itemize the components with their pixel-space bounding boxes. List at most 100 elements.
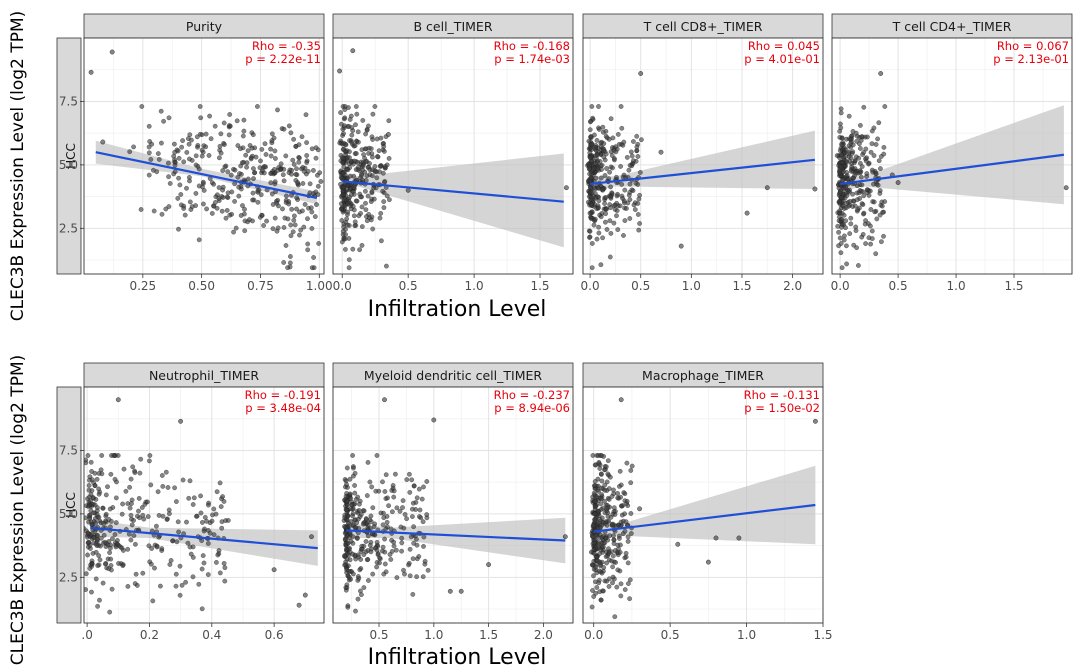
- data-point: [606, 550, 612, 556]
- data-point: [595, 152, 600, 158]
- data-point: [863, 156, 868, 162]
- data-point: [867, 188, 873, 194]
- data-point: [347, 476, 353, 482]
- confidence-band: [90, 519, 318, 566]
- data-point: [269, 191, 275, 197]
- data-point: [352, 470, 358, 476]
- data-point: [636, 227, 642, 233]
- x-tick-label: 1.0: [682, 279, 701, 293]
- data-point: [272, 215, 278, 221]
- data-point: [373, 545, 378, 551]
- data-point: [609, 558, 614, 564]
- data-point: [125, 584, 131, 589]
- data-point: [598, 501, 604, 507]
- data-point: [874, 216, 880, 222]
- data-point: [346, 149, 352, 155]
- data-point: [353, 151, 359, 156]
- data-point: [115, 453, 121, 458]
- data-point: [382, 536, 387, 542]
- data-point: [132, 541, 138, 547]
- data-point: [838, 250, 844, 256]
- x-tick-label: 0.5: [369, 628, 388, 642]
- data-point: [589, 265, 595, 271]
- data-point: [598, 495, 603, 501]
- data-point: [193, 153, 199, 159]
- data-point: [219, 208, 225, 214]
- y-axis: 2.5 5.0 7.5: [59, 443, 84, 584]
- data-point: [172, 162, 178, 168]
- data-point: [606, 584, 612, 589]
- data-point: [622, 218, 628, 224]
- data-point: [108, 545, 113, 551]
- data-point: [339, 218, 345, 223]
- outlier-point: [88, 69, 94, 75]
- data-point: [611, 533, 616, 539]
- data-point: [614, 584, 620, 590]
- data-point: [603, 151, 609, 157]
- data-point: [621, 139, 627, 145]
- data-point: [248, 155, 254, 161]
- data-point: [238, 163, 244, 169]
- data-point: [365, 525, 371, 531]
- data-point: [283, 193, 289, 199]
- data-point: [374, 539, 380, 545]
- data-point: [341, 164, 347, 170]
- data-point: [199, 566, 205, 572]
- data-point: [369, 173, 375, 179]
- data-point: [234, 118, 240, 124]
- data-point: [98, 543, 103, 549]
- data-point: [380, 479, 385, 485]
- data-point: [146, 543, 152, 549]
- data-point: [617, 483, 622, 489]
- data-point: [138, 456, 144, 462]
- outlier-point: [405, 187, 411, 193]
- x-tick-label: 2.0: [783, 279, 802, 293]
- data-point: [394, 575, 400, 580]
- outlier-point: [618, 397, 624, 403]
- data-point: [421, 534, 427, 540]
- data-point: [315, 183, 321, 189]
- data-point: [606, 486, 612, 491]
- data-point: [603, 207, 609, 212]
- data-point: [602, 173, 608, 178]
- data-point: [620, 531, 626, 537]
- data-point: [167, 181, 173, 186]
- data-point: [98, 535, 104, 541]
- data-point: [300, 165, 306, 170]
- data-point: [294, 166, 299, 172]
- data-point: [344, 498, 350, 504]
- data-point: [147, 453, 153, 458]
- data-point: [410, 500, 416, 506]
- data-point: [589, 195, 594, 201]
- data-point: [259, 146, 265, 152]
- data-point: [216, 196, 222, 201]
- data-point: [588, 201, 594, 207]
- data-point: [626, 581, 631, 586]
- data-point: [163, 469, 169, 475]
- data-point: [594, 236, 600, 242]
- data-point: [614, 174, 619, 180]
- data-point: [213, 511, 219, 517]
- data-point: [212, 123, 218, 129]
- data-point: [598, 143, 604, 149]
- x-tick-label: 0.0: [584, 628, 603, 642]
- data-point: [618, 494, 623, 500]
- data-point: [624, 460, 630, 466]
- data-point: [861, 193, 867, 199]
- data-point: [225, 518, 231, 523]
- data-point: [272, 179, 278, 185]
- data-point: [345, 209, 351, 215]
- data-point: [628, 468, 634, 473]
- data-point: [869, 128, 875, 134]
- data-point: [141, 516, 147, 522]
- data-point: [222, 164, 228, 170]
- data-point: [91, 540, 97, 546]
- data-point: [600, 520, 606, 526]
- data-point: [171, 141, 177, 147]
- data-point: [843, 147, 849, 153]
- rho-annotation: Rho = 0.067: [997, 39, 1069, 53]
- data-point: [341, 140, 347, 146]
- panel-border: [831, 37, 1073, 275]
- data-point: [200, 553, 206, 558]
